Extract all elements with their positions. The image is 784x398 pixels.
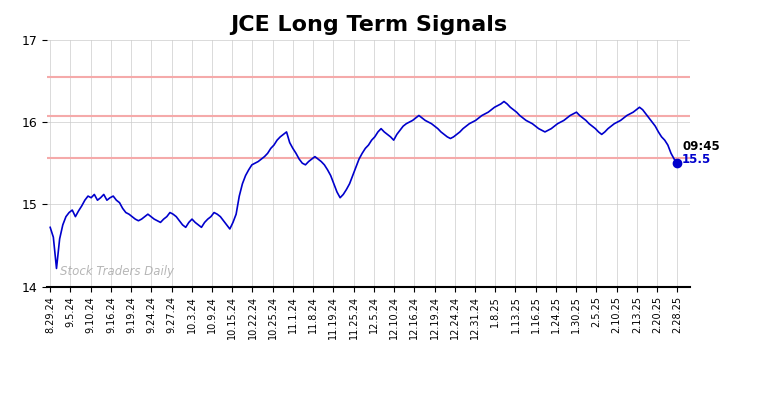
Text: Stock Traders Daily: Stock Traders Daily <box>60 265 174 278</box>
Text: 15.5: 15.5 <box>682 152 711 166</box>
Title: JCE Long Term Signals: JCE Long Term Signals <box>230 16 507 35</box>
Text: 09:45: 09:45 <box>682 140 720 153</box>
